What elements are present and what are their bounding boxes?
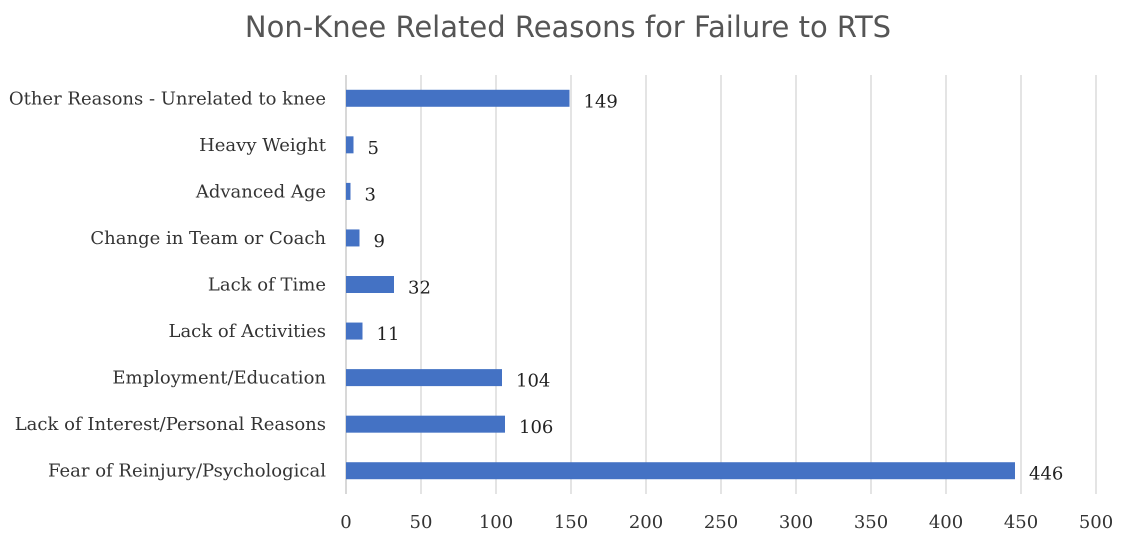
x-tick-label-2: 100: [479, 512, 513, 533]
category-label-0: Other Reasons - Unrelated to knee: [9, 88, 326, 109]
category-label-5: Lack of Activities: [169, 321, 327, 342]
data-label-6: 104: [516, 371, 550, 392]
bar-6: [346, 369, 502, 387]
chart-title: Non-Knee Related Reasons for Failure to …: [245, 10, 891, 44]
bar-7: [346, 415, 505, 433]
bar-3: [346, 229, 360, 247]
x-tick-label-5: 250: [704, 512, 738, 533]
data-label-8: 446: [1029, 464, 1063, 485]
x-tick-label-8: 400: [929, 512, 963, 533]
data-label-5: 11: [377, 324, 400, 345]
bar-0: [346, 89, 570, 107]
x-axis-tick-labels: 0 50 100 150 200 250 300 350 400 450 500: [340, 512, 1113, 533]
category-label-1: Heavy Weight: [199, 135, 327, 156]
x-tick-label-4: 200: [629, 512, 663, 533]
category-labels: Other Reasons - Unrelated to knee Heavy W…: [9, 88, 327, 481]
x-tick-label-7: 350: [854, 512, 888, 533]
data-labels: 149 5 3 9 32 11 104 106 446: [365, 91, 1064, 484]
bars: [346, 89, 1015, 480]
bar-8: [346, 462, 1015, 480]
category-label-7: Lack of Interest/Personal Reasons: [15, 414, 326, 435]
x-tick-label-1: 50: [410, 512, 433, 533]
category-label-8: Fear of Reinjury/Psychological: [48, 461, 326, 482]
category-label-3: Change in Team or Coach: [90, 228, 326, 249]
x-tick-label-10: 500: [1079, 512, 1113, 533]
x-tick-label-9: 450: [1004, 512, 1038, 533]
data-label-3: 9: [374, 231, 385, 252]
category-label-4: Lack of Time: [208, 275, 326, 296]
x-tick-label-3: 150: [554, 512, 588, 533]
category-label-6: Employment/Education: [112, 368, 326, 389]
bar-2: [346, 182, 351, 200]
x-tick-label-6: 300: [779, 512, 813, 533]
grid-lines: [345, 75, 1097, 494]
category-label-2: Advanced Age: [195, 181, 326, 202]
x-tick-label-0: 0: [340, 512, 351, 533]
data-label-4: 32: [408, 278, 431, 299]
data-label-0: 149: [584, 91, 618, 112]
data-label-1: 5: [368, 138, 379, 159]
bar-4: [346, 276, 394, 293]
data-label-2: 3: [365, 184, 376, 205]
bar-5: [346, 322, 363, 340]
bar-1: [346, 136, 354, 154]
data-label-7: 106: [519, 417, 553, 438]
